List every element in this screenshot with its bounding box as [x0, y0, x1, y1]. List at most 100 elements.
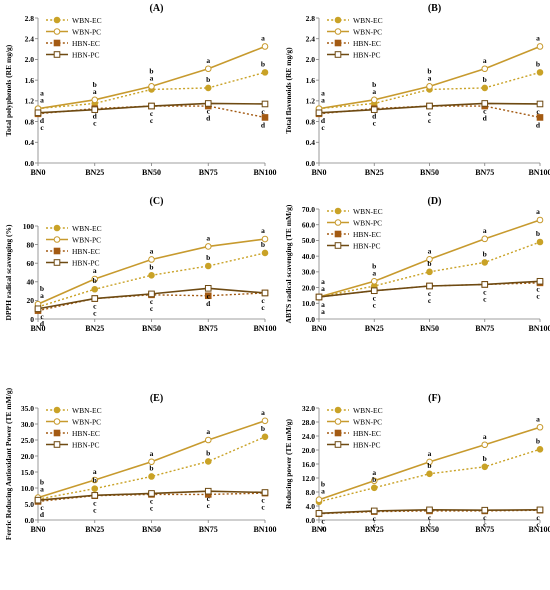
- y-tick-label: 20.0: [302, 446, 315, 455]
- data-point-hbn-pc: [426, 102, 433, 110]
- data-point-wbn-pc: [148, 83, 155, 90]
- significance-letter: a: [321, 284, 325, 293]
- y-tick-label: 20.0: [21, 452, 34, 461]
- x-tick-label: BN25: [365, 324, 384, 333]
- legend-marker-wbn-pc: [53, 236, 61, 243]
- data-point-hbn-pc: [34, 305, 42, 313]
- data-point-hbn-pc: [481, 100, 489, 107]
- significance-letter: a: [40, 291, 44, 300]
- significance-letter: b: [427, 259, 431, 268]
- significance-letter: b: [206, 253, 210, 262]
- x-tick-label: BN0: [30, 168, 45, 177]
- legend-label: WBN-EC: [72, 224, 102, 233]
- legend-label: HBN-EC: [353, 429, 381, 438]
- legend-marker-wbn-ec: [334, 16, 342, 24]
- significance-letter: a: [150, 246, 154, 255]
- significance-letter: c: [150, 496, 154, 505]
- data-point-wbn-pc: [370, 477, 378, 485]
- y-tick-label: 8.0: [306, 488, 316, 497]
- legend-marker-wbn-ec: [53, 16, 61, 24]
- significance-letter: c: [93, 309, 97, 318]
- data-point-wbn-pc: [370, 277, 378, 285]
- legend-marker-wbn-ec: [334, 406, 342, 414]
- significance-letter: c: [261, 296, 265, 305]
- significance-letter: a: [483, 226, 487, 235]
- y-tick-label: 28.0: [302, 418, 315, 427]
- data-point-wbn-pc: [426, 83, 433, 90]
- significance-letter: a: [536, 33, 540, 42]
- panel-label: (A): [150, 3, 164, 14]
- significance-letter: b: [427, 461, 431, 470]
- legend-marker-wbn-pc: [53, 418, 61, 425]
- significance-letter: a: [428, 73, 432, 82]
- data-point-wbn-ec: [148, 271, 155, 279]
- data-point-hbn-pc: [34, 109, 42, 117]
- series-line-wbn-ec: [37, 71, 266, 110]
- x-tick-label: BN75: [475, 525, 494, 534]
- data-point-wbn-ec: [204, 84, 212, 92]
- data-point-wbn-pc: [536, 423, 544, 431]
- significance-letter: b: [206, 448, 210, 457]
- significance-letter: b: [483, 249, 487, 258]
- y-tick-label: 60.0: [302, 221, 315, 230]
- legend-label: WBN-EC: [353, 207, 383, 216]
- y-tick-label: 0.0: [306, 315, 316, 324]
- data-point-wbn-ec: [261, 433, 269, 441]
- significance-letter: b: [483, 454, 487, 463]
- data-point-wbn-pc: [148, 256, 155, 263]
- x-tick-label: BN25: [365, 525, 384, 534]
- panel-label: (F): [428, 393, 441, 404]
- y-tick-label: 2.8: [25, 14, 35, 23]
- significance-letter: c: [483, 106, 487, 115]
- significance-letter: b: [261, 59, 265, 68]
- legend-label: WBN-EC: [353, 406, 383, 415]
- legend-label: WBN-PC: [353, 219, 382, 228]
- y-axis-title: Reducing power (TE mM/g): [284, 418, 293, 509]
- y-tick-label: 0.8: [25, 117, 35, 126]
- legend-label: WBN-EC: [72, 406, 102, 415]
- data-point-hbn-pc: [315, 293, 323, 301]
- significance-letter: c: [373, 514, 377, 523]
- legend-marker-hbn-ec: [334, 429, 342, 437]
- panel-label: (B): [428, 3, 441, 14]
- y-tick-label: 70.0: [302, 205, 315, 214]
- significance-letter: a: [321, 277, 325, 286]
- data-point-hbn-pc: [148, 102, 155, 110]
- data-point-wbn-ec: [536, 446, 544, 453]
- data-point-wbn-ec: [261, 69, 269, 76]
- significance-letter: d: [40, 116, 45, 125]
- y-tick-label: 0.0: [306, 159, 316, 168]
- significance-letter: a: [261, 408, 265, 417]
- data-point-hbn-pc: [91, 492, 99, 499]
- data-point-hbn-pc: [481, 281, 489, 288]
- x-tick-label: BN100: [528, 168, 550, 177]
- y-tick-label: 1.6: [306, 76, 316, 85]
- chart-panel-1: (A) 0.0 0.4 0.8 1.2 1.6 2.0 2.4 2.8 BN0 BN25 BN50 BN…: [4, 3, 277, 177]
- x-tick-label: BN100: [253, 324, 276, 333]
- data-point-wbn-ec: [204, 262, 212, 270]
- y-tick-label: 50.0: [302, 236, 315, 245]
- data-point-hbn-ec: [536, 114, 544, 121]
- significance-letter: c: [261, 502, 265, 511]
- x-tick-label: BN50: [142, 324, 161, 333]
- significance-letter: c: [373, 119, 377, 128]
- data-point-hbn-pc: [148, 490, 155, 497]
- x-tick-label: BN0: [30, 324, 45, 333]
- significance-letter: a: [483, 432, 487, 441]
- data-point-hbn-pc: [34, 496, 42, 504]
- significance-letter: c: [536, 520, 540, 529]
- significance-letter: c: [207, 106, 211, 115]
- data-point-wbn-ec: [148, 473, 155, 480]
- legend-marker-hbn-ec: [53, 39, 61, 47]
- y-tick-label: 0.4: [306, 138, 316, 147]
- significance-letter: b: [321, 480, 325, 489]
- panel-label: (D): [428, 196, 442, 207]
- significance-letter: a: [261, 226, 265, 235]
- x-tick-label: BN100: [253, 168, 276, 177]
- significance-letter: c: [483, 520, 487, 529]
- legend-label: HBN-EC: [353, 39, 381, 48]
- data-point-hbn-pc: [261, 100, 269, 108]
- y-tick-label: 20: [27, 296, 35, 305]
- legend-label: HBN-PC: [72, 259, 100, 268]
